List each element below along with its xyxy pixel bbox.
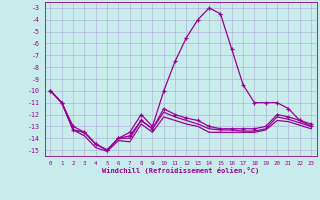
X-axis label: Windchill (Refroidissement éolien,°C): Windchill (Refroidissement éolien,°C)	[102, 167, 260, 174]
